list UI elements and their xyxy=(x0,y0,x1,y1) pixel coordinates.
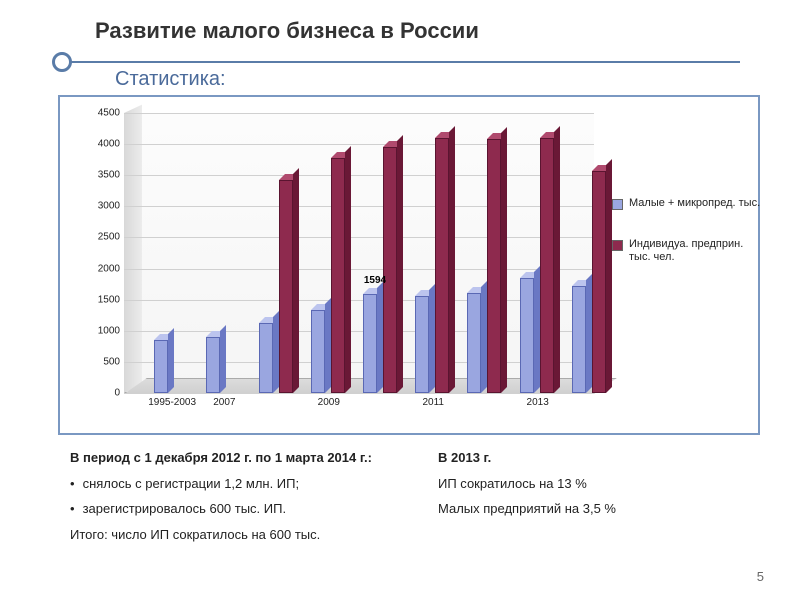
slide: Развитие малого бизнеса в России Статист… xyxy=(0,0,800,600)
bar-series1 xyxy=(363,294,377,393)
chart-frame: 0 500 1000 1500 2000 2500 3000 3500 4000 4500 1995… xyxy=(58,95,760,435)
page-title: Развитие малого бизнеса в России xyxy=(95,18,770,44)
y-tick-label: 1000 xyxy=(98,325,120,336)
bar-series1 xyxy=(259,323,273,393)
y-tick-label: 2000 xyxy=(98,263,120,274)
x-tick-label: 2009 xyxy=(318,397,340,408)
bar-series1 xyxy=(206,337,220,393)
y-tick-label: 4500 xyxy=(98,108,120,119)
bar-series2 xyxy=(331,158,345,393)
footer-bullet: зарегистрировалось 600 тыс. ИП. xyxy=(70,500,402,518)
bar-group: 2011 xyxy=(413,113,453,393)
bar-group: 2013 xyxy=(518,113,558,393)
bar-series2 xyxy=(279,180,293,393)
bar-group: 2007 xyxy=(204,113,244,393)
x-tick-label: 2007 xyxy=(213,397,235,408)
footer: В период с 1 декабря 2012 г. по 1 марта … xyxy=(70,449,770,551)
y-tick-label: 3500 xyxy=(98,170,120,181)
legend-label: Индивидуа. предприн. тыс. чел. xyxy=(629,238,762,263)
footer-col-left: В период с 1 декабря 2012 г. по 1 марта … xyxy=(70,449,402,551)
bar-series1 xyxy=(520,278,534,393)
bar-series1 xyxy=(311,310,325,393)
footer-right-line: Малых предприятий на 3,5 % xyxy=(438,500,770,518)
bar-series1 xyxy=(572,286,586,393)
footer-left-header: В период с 1 декабря 2012 г. по 1 марта … xyxy=(70,449,402,467)
bar-series1 xyxy=(154,340,168,393)
y-tick-label: 0 xyxy=(114,388,120,399)
bar-series1 xyxy=(415,296,429,393)
x-tick-label: 2013 xyxy=(527,397,549,408)
x-tick-label: 1995-2003 xyxy=(148,397,196,408)
bar-group: 1995-2003 xyxy=(152,113,192,393)
legend-label: Малые + микропред. тыс. xyxy=(629,197,760,210)
bar-group xyxy=(570,113,610,393)
plot-area: 0500100015002000250030003500400045001995… xyxy=(124,113,594,393)
plot-sidewall xyxy=(124,105,142,393)
gridline xyxy=(124,393,594,394)
legend-item-series1: Малые + микропред. тыс. xyxy=(612,197,762,210)
footer-col-right: В 2013 г. ИП сократилось на 13 % Малых п… xyxy=(438,449,770,551)
legend-swatch-icon xyxy=(612,240,623,251)
footer-right-line: ИП сократилось на 13 % xyxy=(438,475,770,493)
divider xyxy=(30,50,770,74)
y-tick-label: 1500 xyxy=(98,294,120,305)
footer-right-header: В 2013 г. xyxy=(438,449,770,467)
divider-line xyxy=(66,61,740,63)
bar-group xyxy=(465,113,505,393)
legend: Малые + микропред. тыс. Индивидуа. предп… xyxy=(612,197,762,291)
bar-group: 2009 xyxy=(309,113,349,393)
bullet-circle-icon xyxy=(52,52,72,72)
legend-item-series2: Индивидуа. предприн. тыс. чел. xyxy=(612,238,762,263)
x-tick-label: 2011 xyxy=(422,397,444,408)
y-tick-label: 2500 xyxy=(98,232,120,243)
bar-series2 xyxy=(487,139,501,393)
bar-series1 xyxy=(467,293,481,393)
legend-swatch-icon xyxy=(612,199,623,210)
footer-bullet: снялось с регистрации 1,2 млн. ИП; xyxy=(70,475,402,493)
bar-series2 xyxy=(435,138,449,393)
bar-group: 1594 xyxy=(361,113,401,393)
footer-total: Итого: число ИП сократилось на 600 тыс. xyxy=(70,526,402,544)
y-tick-label: 4000 xyxy=(98,139,120,150)
bar-group xyxy=(257,113,297,393)
bar-series2 xyxy=(592,171,606,393)
data-label: 1594 xyxy=(364,275,386,286)
y-tick-label: 500 xyxy=(103,356,120,367)
y-tick-label: 3000 xyxy=(98,201,120,212)
bar-series2 xyxy=(540,138,554,393)
chart: 0 500 1000 1500 2000 2500 3000 3500 4000 4500 1995… xyxy=(66,107,752,427)
bar-series2 xyxy=(383,147,397,393)
page-number: 5 xyxy=(757,569,764,584)
